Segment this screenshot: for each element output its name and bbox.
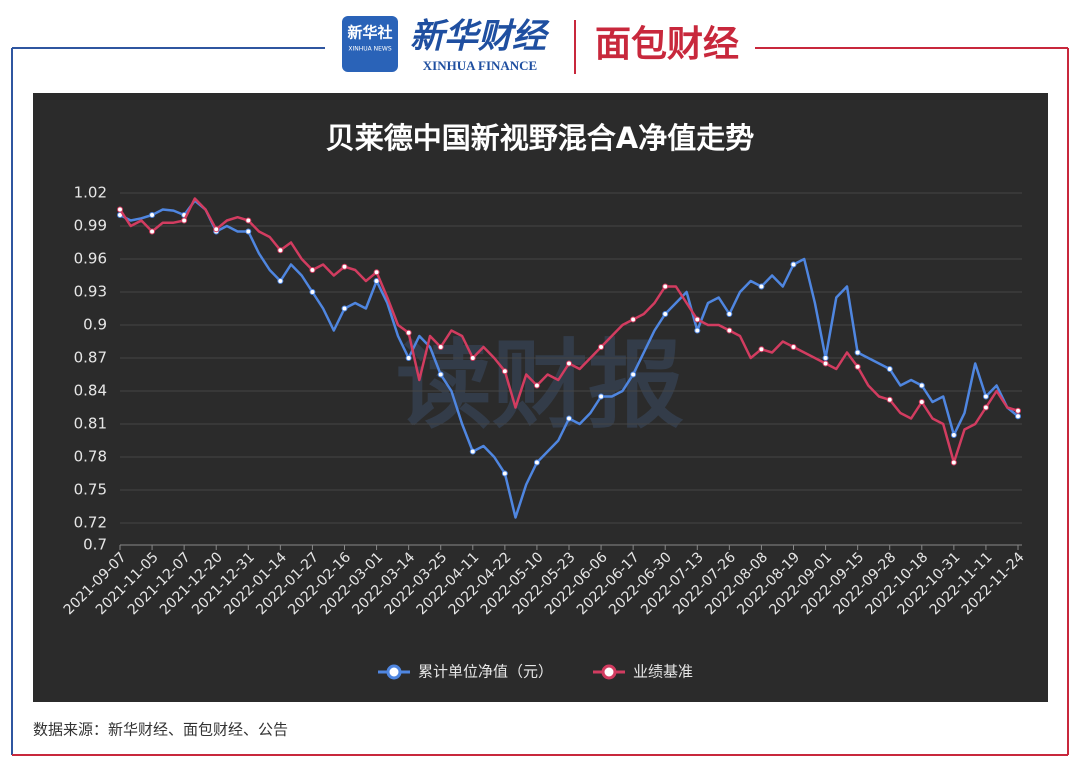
y-tick-label: 1.02 [74,184,107,202]
point-marker [854,349,861,356]
point-marker [437,344,444,350]
point-marker [662,311,669,317]
point-marker [149,228,156,235]
y-tick-label: 0.72 [74,514,107,532]
point-marker [469,355,476,361]
logo-text-en: XINHUA NEWS [348,46,391,53]
point-marker [758,283,765,290]
point-marker [950,432,957,438]
y-tick-label: 0.75 [74,481,107,499]
point-marker [822,360,829,367]
footer-source: 数据来源：新华财经、面包财经、公告 [33,721,288,739]
legend-label: 累计单位净值（元） [418,663,553,681]
point-marker [405,355,412,361]
logo-text: 新华社 [347,24,392,42]
chart-title: 贝莱德中国新视野混合A净值走势 [326,121,754,155]
point-marker [694,327,701,334]
point-marker [501,368,508,375]
point-marker [117,206,123,213]
point-marker [437,371,444,378]
point-marker [598,393,605,400]
point-marker [726,311,733,317]
logo-box [342,16,398,72]
partner: 面包财经 [595,24,739,65]
point-marker [726,327,733,334]
point-marker [469,448,476,455]
legend-marker [386,664,402,680]
point-marker [822,355,829,361]
point-marker [950,459,957,466]
y-tick-label: 0.9 [83,316,107,334]
point-marker [405,329,412,336]
point-marker [854,363,861,370]
point-marker [886,366,893,372]
point-marker [598,344,605,350]
point-marker [982,404,989,411]
point-marker [918,399,925,405]
point-marker [309,267,316,273]
legend-label: 业绩基准 [633,663,693,681]
brand: 新华财经 [410,17,550,57]
watermark: 读财报 [396,329,684,441]
point-marker [630,316,637,323]
point-marker [341,263,348,270]
point-marker [694,316,701,323]
point-marker [662,283,669,290]
y-tick-label: 0.87 [74,349,107,367]
point-marker [790,261,797,268]
point-marker [245,217,252,224]
point-marker [501,470,508,477]
point-marker [982,393,989,400]
point-marker [886,396,893,403]
point-marker [341,305,348,312]
point-marker [245,228,252,235]
legend-marker [601,664,617,680]
brand-en: XINHUA FINANCE [423,58,537,73]
point-marker [213,226,220,233]
point-marker [277,278,284,284]
point-marker [1015,413,1021,420]
point-marker [309,289,316,295]
point-marker [373,269,380,276]
point-marker [566,360,572,367]
y-tick-label: 0.93 [74,283,107,301]
point-marker [630,371,637,378]
y-tick-label: 0.81 [74,415,107,433]
point-marker [758,346,765,353]
y-tick-label: 0.99 [74,217,107,235]
point-marker [149,212,156,218]
point-marker [918,382,925,389]
point-marker [181,217,188,224]
point-marker [566,415,572,422]
y-tick-label: 0.84 [74,382,107,400]
point-marker [1015,407,1021,414]
y-tick-label: 0.96 [74,250,107,268]
y-tick-label: 0.7 [83,536,107,554]
y-tick-label: 0.78 [74,448,107,466]
point-marker [533,382,540,389]
point-marker [790,344,797,350]
point-marker [277,247,284,254]
legend: 累计单位净值（元） 业绩基准 [378,663,693,681]
point-marker [533,459,540,466]
